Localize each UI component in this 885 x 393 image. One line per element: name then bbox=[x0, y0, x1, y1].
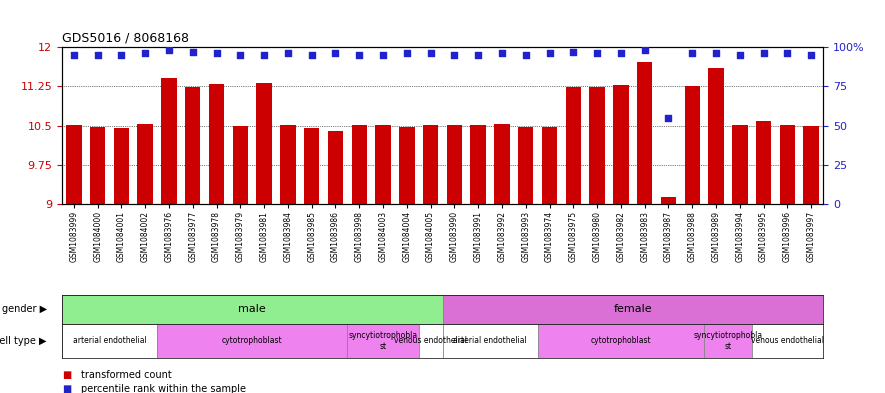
Bar bbox=[494, 124, 510, 204]
Bar bbox=[209, 84, 224, 204]
Bar bbox=[375, 125, 391, 204]
Text: cell type ▶: cell type ▶ bbox=[0, 336, 47, 346]
Point bbox=[447, 52, 461, 58]
Point bbox=[352, 52, 366, 58]
Point bbox=[424, 50, 438, 57]
Point bbox=[281, 50, 295, 57]
Point bbox=[114, 52, 128, 58]
Text: gender ▶: gender ▶ bbox=[2, 305, 47, 314]
Bar bbox=[66, 125, 81, 204]
Text: cytotrophoblast: cytotrophoblast bbox=[590, 336, 651, 345]
Text: syncytiotrophobla
st: syncytiotrophobla st bbox=[693, 331, 763, 351]
Bar bbox=[589, 87, 604, 204]
Bar bbox=[113, 129, 129, 204]
Text: GDS5016 / 8068168: GDS5016 / 8068168 bbox=[62, 31, 189, 44]
Text: cytotrophoblast: cytotrophoblast bbox=[222, 336, 282, 345]
Bar bbox=[161, 77, 177, 204]
Bar bbox=[62, 295, 442, 324]
Text: venous endothelial: venous endothelial bbox=[394, 336, 467, 345]
Bar bbox=[613, 85, 628, 204]
Point bbox=[566, 49, 581, 55]
Bar bbox=[566, 87, 581, 204]
Text: percentile rank within the sample: percentile rank within the sample bbox=[81, 384, 246, 393]
Bar bbox=[327, 131, 343, 204]
Point bbox=[733, 52, 747, 58]
Bar bbox=[708, 68, 724, 204]
Point bbox=[304, 52, 319, 58]
Bar bbox=[137, 124, 153, 204]
Point bbox=[709, 50, 723, 57]
Bar bbox=[684, 86, 700, 204]
Bar bbox=[732, 125, 748, 204]
Point bbox=[90, 52, 104, 58]
Bar bbox=[751, 324, 823, 358]
Point bbox=[471, 52, 485, 58]
Bar bbox=[158, 324, 348, 358]
Bar bbox=[442, 295, 823, 324]
Point bbox=[637, 47, 651, 53]
Point bbox=[804, 52, 819, 58]
Text: ■: ■ bbox=[62, 370, 71, 380]
Bar bbox=[348, 324, 419, 358]
Bar bbox=[185, 87, 201, 204]
Point bbox=[66, 52, 81, 58]
Text: syncytiotrophobla
st: syncytiotrophobla st bbox=[349, 331, 418, 351]
Text: transformed count: transformed count bbox=[81, 370, 173, 380]
Bar bbox=[281, 125, 296, 204]
Text: female: female bbox=[613, 305, 652, 314]
Point bbox=[400, 50, 414, 57]
Bar bbox=[518, 127, 534, 204]
Point bbox=[328, 50, 342, 57]
Text: arterial endothelial: arterial endothelial bbox=[73, 336, 146, 345]
Text: male: male bbox=[238, 305, 266, 314]
Point bbox=[685, 50, 699, 57]
Bar bbox=[442, 324, 538, 358]
Point bbox=[186, 49, 200, 55]
Bar bbox=[257, 83, 272, 204]
Point bbox=[257, 52, 271, 58]
Bar bbox=[661, 196, 676, 204]
Bar bbox=[419, 324, 442, 358]
Text: arterial endothelial: arterial endothelial bbox=[453, 336, 527, 345]
Point bbox=[162, 47, 176, 53]
Bar bbox=[62, 324, 158, 358]
Bar bbox=[542, 127, 558, 204]
Point bbox=[138, 50, 152, 57]
Text: ■: ■ bbox=[62, 384, 71, 393]
Bar bbox=[538, 324, 704, 358]
Text: venous endothelial: venous endothelial bbox=[750, 336, 824, 345]
Bar bbox=[704, 324, 751, 358]
Point bbox=[495, 50, 509, 57]
Point bbox=[376, 52, 390, 58]
Bar bbox=[399, 127, 414, 204]
Bar bbox=[471, 125, 486, 204]
Bar bbox=[90, 127, 105, 204]
Bar bbox=[637, 62, 652, 204]
Point bbox=[590, 50, 604, 57]
Bar bbox=[351, 125, 367, 204]
Point bbox=[781, 50, 795, 57]
Point bbox=[234, 52, 248, 58]
Point bbox=[757, 50, 771, 57]
Bar bbox=[233, 126, 248, 204]
Bar bbox=[780, 125, 795, 204]
Point bbox=[661, 115, 675, 121]
Bar bbox=[447, 125, 462, 204]
Point bbox=[519, 52, 533, 58]
Point bbox=[543, 50, 557, 57]
Point bbox=[614, 50, 628, 57]
Bar bbox=[756, 121, 772, 204]
Bar bbox=[423, 125, 438, 204]
Bar bbox=[804, 126, 819, 204]
Point bbox=[210, 50, 224, 57]
Bar bbox=[304, 129, 319, 204]
